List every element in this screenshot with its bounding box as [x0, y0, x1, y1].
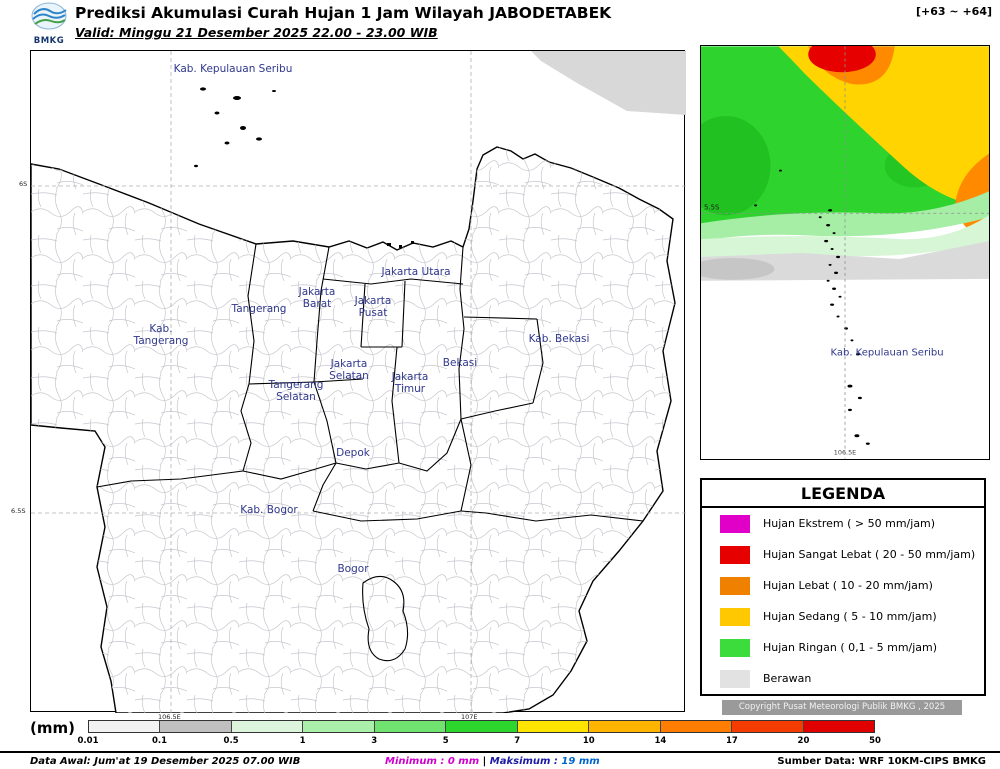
minmax-separator: | [482, 756, 487, 767]
min-max-summary: Minimum : 0 mm | Maksimum : 19 mm [385, 756, 600, 767]
colorbar-segment [303, 721, 375, 732]
sumber-data: Sumber Data: WRF 10KM-CIPS BMKG [777, 756, 986, 767]
cloud-area [531, 51, 686, 115]
maksimum-label: Maksimum : [489, 756, 558, 767]
legend-panel: LEGENDA Hujan Ekstrem ( > 50 mm/jam) Huja… [700, 478, 986, 696]
legend-item-label: Hujan Ringan ( 0,1 - 5 mm/jam) [763, 641, 938, 654]
legend-item: Hujan Sangat Lebat ( 20 - 50 mm/jam) [702, 539, 984, 570]
colorbar-tick-label: 3 [371, 736, 378, 746]
colorbar-tick-label: 50 [869, 736, 881, 746]
main-map-svg [31, 51, 686, 713]
colorbar-tick-label: 14 [654, 736, 667, 746]
page-title: Prediksi Akumulasi Curah Hujan 1 Jam Wil… [75, 4, 612, 22]
region-label: Jakarta Timur [391, 370, 429, 395]
colorbar-segment [517, 721, 590, 732]
legend-swatch [720, 638, 750, 657]
colorbar-unit: (mm) [30, 719, 75, 737]
colorbar [88, 720, 875, 733]
colorbar-tick-label: 0.01 [77, 736, 99, 746]
region-label: Depok [336, 446, 370, 459]
colorbar-tick-label: 20 [797, 736, 810, 746]
region-label: Kab. Tangerang [133, 322, 189, 347]
legend-item: Hujan Ekstrem ( > 50 mm/jam) [702, 508, 984, 539]
colorbar-tick-label: 17 [725, 736, 738, 746]
coastal-marks [387, 241, 414, 248]
legend-item-label: Hujan Ekstrem ( > 50 mm/jam) [763, 517, 936, 530]
legend-item-label: Hujan Lebat ( 10 - 20 mm/jam) [763, 579, 933, 592]
legend-item-label: Hujan Sedang ( 5 - 10 mm/jam) [763, 610, 937, 623]
legend-swatch [720, 576, 750, 595]
region-label: Kab. Bekasi [528, 332, 590, 345]
minimum-value: 0 mm [447, 756, 480, 767]
inset-map: 5.5S 106.5E Kab. Kepulauan Seribu [681, 36, 990, 460]
colorbar-ticks: 0.01 0.1 0.5 1 3 5 7 10 14 17 20 50 [78, 736, 881, 746]
legend-swatch [720, 607, 750, 626]
bmkg-logo-icon [31, 2, 67, 30]
colorbar-tick-label: 10 [582, 736, 595, 746]
data-awal: Data Awal: Jum'at 19 Desember 2025 07.00… [30, 756, 301, 767]
bmkg-logo: BMKG [24, 2, 74, 46]
region-label: Kab. Bogor [240, 503, 298, 516]
inset-islands [754, 169, 870, 445]
legend-item: Berawan [702, 663, 984, 694]
copyright-bar: Copyright Pusat Meteorologi Publik BMKG … [722, 700, 962, 715]
region-label: Jakarta Pusat [354, 294, 392, 319]
region-label: Jakarta Barat [298, 285, 336, 310]
colorbar-segment [732, 721, 804, 732]
legend-swatch [720, 545, 750, 564]
colorbar-segment [446, 721, 518, 732]
axis-tick-label: 6S [19, 180, 28, 188]
legend-rows: Hujan Ekstrem ( > 50 mm/jam) Hujan Sangat… [702, 508, 984, 694]
colorbar-tick-label: 1 [299, 736, 306, 746]
colorbar-segment [803, 721, 874, 732]
colorbar-tick-label: 0.5 [223, 736, 239, 746]
footer-divider [0, 751, 1000, 753]
region-label: Jakarta Selatan [329, 357, 369, 382]
colorbar-segment [89, 721, 161, 732]
legend-item: Hujan Lebat ( 10 - 20 mm/jam) [702, 570, 984, 601]
region-label: Bekasi [442, 356, 478, 369]
axis-tick-label: 6.5S [11, 507, 26, 515]
legend-item-label: Hujan Sangat Lebat ( 20 - 50 mm/jam) [763, 548, 976, 561]
legend-swatch [720, 514, 750, 533]
subdistrict-texture [31, 147, 675, 713]
forecast-hours: [+63 ~ +64] [916, 5, 992, 18]
legend-item: Hujan Sedang ( 5 - 10 mm/jam) [702, 601, 984, 632]
colorbar-segment [374, 721, 447, 732]
legend-title: LEGENDA [702, 480, 984, 508]
main-map: Kab. Kepulauan Seribu Jakarta Utara Jakart… [30, 50, 686, 713]
colorbar-segment [160, 721, 232, 732]
islands [194, 87, 276, 168]
inset-map-svg: 5.5S 106.5E [681, 36, 989, 459]
inset-gridlines [701, 46, 989, 459]
colorbar-tick-label: 0.1 [152, 736, 168, 746]
legend-item-label: Berawan [763, 672, 812, 685]
region-label: Jakarta Utara [381, 265, 451, 278]
gridlines [31, 51, 686, 713]
inset-lon-label: 106.5E [834, 449, 857, 457]
colorbar-tick-label: 5 [442, 736, 449, 746]
axis-tick-label: 107E [461, 713, 478, 721]
bmkg-logo-text: BMKG [33, 36, 65, 46]
district-boundaries [96, 243, 644, 662]
region-label: Tangerang Selatan [268, 378, 324, 403]
region-label: Tangerang [231, 302, 287, 315]
colorbar-segment [589, 721, 661, 732]
minimum-label: Minimum : [385, 756, 445, 767]
inset-region-label: Kab. Kepulauan Seribu [830, 347, 944, 359]
region-label: Kab. Kepulauan Seribu [173, 62, 293, 75]
region-label: Bogor [337, 562, 369, 575]
legend-item: Hujan Ringan ( 0,1 - 5 mm/jam) [702, 632, 984, 663]
maksimum-value: 19 mm [561, 756, 600, 767]
axis-tick-label: 106.5E [158, 713, 181, 721]
inset-lat-label: 5.5S [704, 203, 720, 211]
colorbar-segment [231, 721, 304, 732]
colorbar-tick-label: 7 [514, 736, 521, 746]
legend-swatch [720, 669, 750, 688]
valid-time: Valid: Minggu 21 Desember 2025 22.00 - 2… [75, 25, 438, 40]
colorbar-segment [660, 721, 733, 732]
